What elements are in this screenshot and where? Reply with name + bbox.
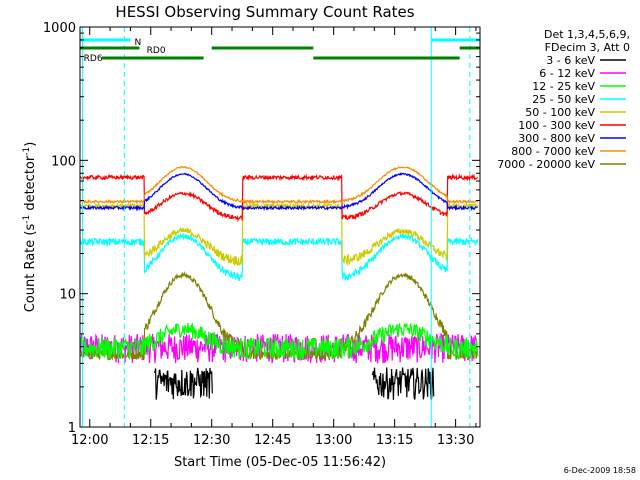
legend-entry: 300 - 800 keV	[518, 132, 595, 145]
legend-header: FDecim 3, Att 0	[545, 41, 630, 54]
series-line	[80, 173, 479, 223]
legend-entry: 7000 - 20000 keV	[497, 158, 595, 171]
x-axis-label: Start Time (05-Dec-05 11:56:42)	[174, 455, 386, 470]
y-axis-label: Count Rate (s-1 detector-1)	[22, 142, 38, 313]
legend-entry: 100 - 300 keV	[518, 119, 595, 132]
series-line	[79, 165, 479, 205]
legend-entry: 800 - 7000 keV	[511, 145, 595, 158]
legend-entry: 25 - 50 keV	[532, 93, 595, 106]
series-line	[79, 322, 479, 360]
legend: Det 1,3,4,5,6,9,FDecim 3, Att 03 - 6 keV…	[497, 28, 630, 171]
flag-rd6-label: RD6	[84, 54, 103, 64]
x-tick-label: 12:30	[193, 433, 230, 448]
x-axis: 12:00 12:15 12:30 12:45 13:00 13:15 13:30	[71, 27, 477, 448]
x-tick-label: 13:15	[376, 433, 413, 448]
y-tick-label: 1000	[43, 21, 76, 36]
series-line	[79, 201, 479, 267]
plot-timestamp: 6-Dec-2009 18:58	[564, 466, 636, 475]
x-tick-label: 13:00	[315, 433, 352, 448]
y-axis: 1 10 100 1000	[43, 21, 480, 436]
legend-entry: 12 - 25 keV	[532, 80, 595, 93]
legend-entry: 50 - 100 keV	[525, 106, 595, 119]
plot-frame	[79, 26, 481, 428]
flag-rd0-label: RD0	[147, 46, 166, 56]
x-tick-label: 12:15	[132, 433, 169, 448]
x-tick-label: 12:45	[254, 433, 291, 448]
y-tick-label: 1	[68, 421, 76, 436]
flag-n-label: N	[134, 38, 141, 48]
x-tick-label: 13:30	[437, 433, 474, 448]
chart-title: HESSI Observing Summary Count Rates	[115, 3, 414, 21]
x-tick-label: 12:00	[71, 433, 108, 448]
series-line	[79, 232, 479, 282]
y-tick-label: 10	[59, 288, 76, 303]
y-tick-label: 100	[51, 154, 76, 169]
series-line	[153, 367, 435, 400]
legend-entry: 3 - 6 keV	[546, 54, 595, 67]
series-line	[79, 172, 478, 212]
legend-entry: 6 - 12 keV	[539, 67, 595, 80]
plot-area: N RD0 RD6	[79, 27, 480, 427]
legend-header: Det 1,3,4,5,6,9,	[544, 28, 630, 41]
